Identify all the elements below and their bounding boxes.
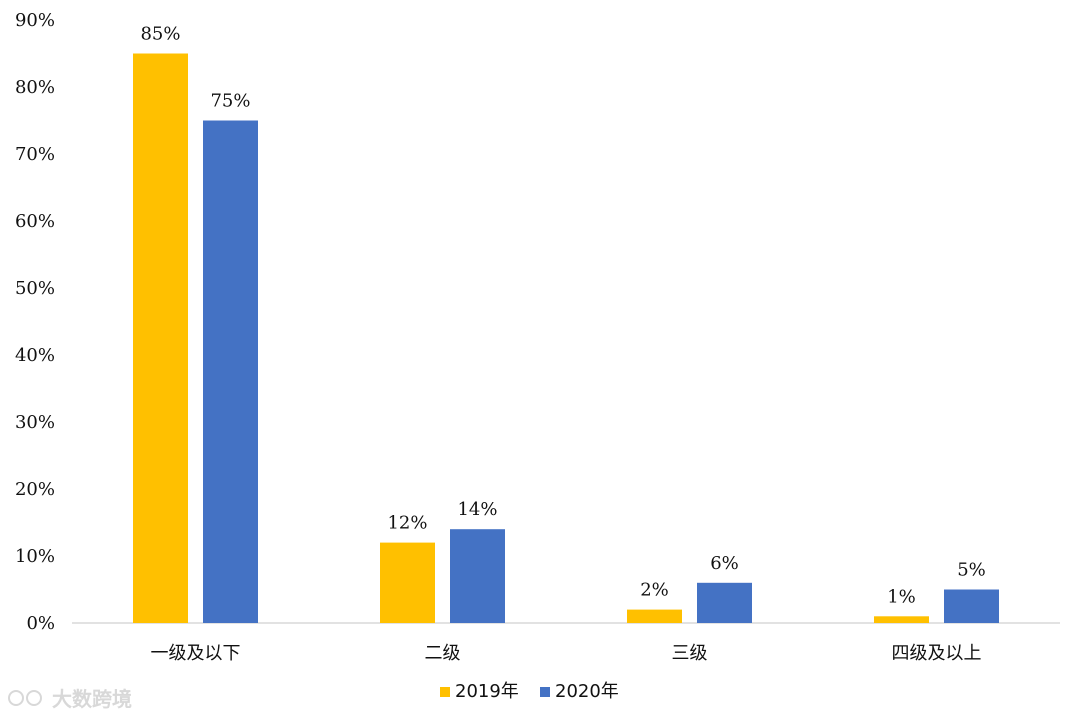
legend-swatch-2 [540,687,550,697]
y-tick-label: 80% [15,77,55,98]
bar-series-2 [450,529,505,623]
bars-layer [133,53,999,623]
data-label: 5% [957,560,986,581]
x-tick-label: 二级 [425,643,461,664]
data-label: 12% [387,513,427,534]
watermark-logo-icon-secondary [26,690,42,706]
y-tick-label: 30% [15,412,55,433]
bar-series-1 [133,53,188,623]
x-tick-label: 三级 [672,643,708,664]
y-tick-label: 20% [15,479,55,500]
y-tick-label: 40% [15,345,55,366]
legend: 2019年 2020年 [440,681,619,702]
bar-series-2 [203,120,258,623]
x-tick-label: 一级及以下 [151,643,241,664]
data-label: 6% [710,553,739,574]
y-tick-label: 0% [26,613,55,634]
y-tick-label: 90% [15,10,55,31]
legend-swatch-1 [440,687,450,697]
y-tick-label: 70% [15,144,55,165]
x-tick-label: 四级及以上 [892,643,982,664]
bar-series-1 [627,609,682,623]
legend-label: 2019年 [455,681,519,702]
data-label: 1% [887,586,916,607]
y-tick-label: 10% [15,546,55,567]
bar-series-2 [697,582,752,623]
y-tick-label: 50% [15,278,55,299]
bar-series-2 [944,589,999,623]
bar-series-1 [874,616,929,623]
bar-series-1 [380,542,435,623]
data-label: 85% [140,24,180,45]
watermark: 大数跨境 [8,687,132,711]
data-label: 2% [640,580,669,601]
data-labels-layer: 85% 75% 12% 14% 2% 6% 1% 5% [140,24,985,608]
y-tick-label: 60% [15,211,55,232]
data-label: 14% [457,499,497,520]
watermark-logo-icon [8,690,24,706]
watermark-text: 大数跨境 [52,687,132,711]
legend-label: 2020年 [555,681,619,702]
data-label: 75% [210,91,250,112]
